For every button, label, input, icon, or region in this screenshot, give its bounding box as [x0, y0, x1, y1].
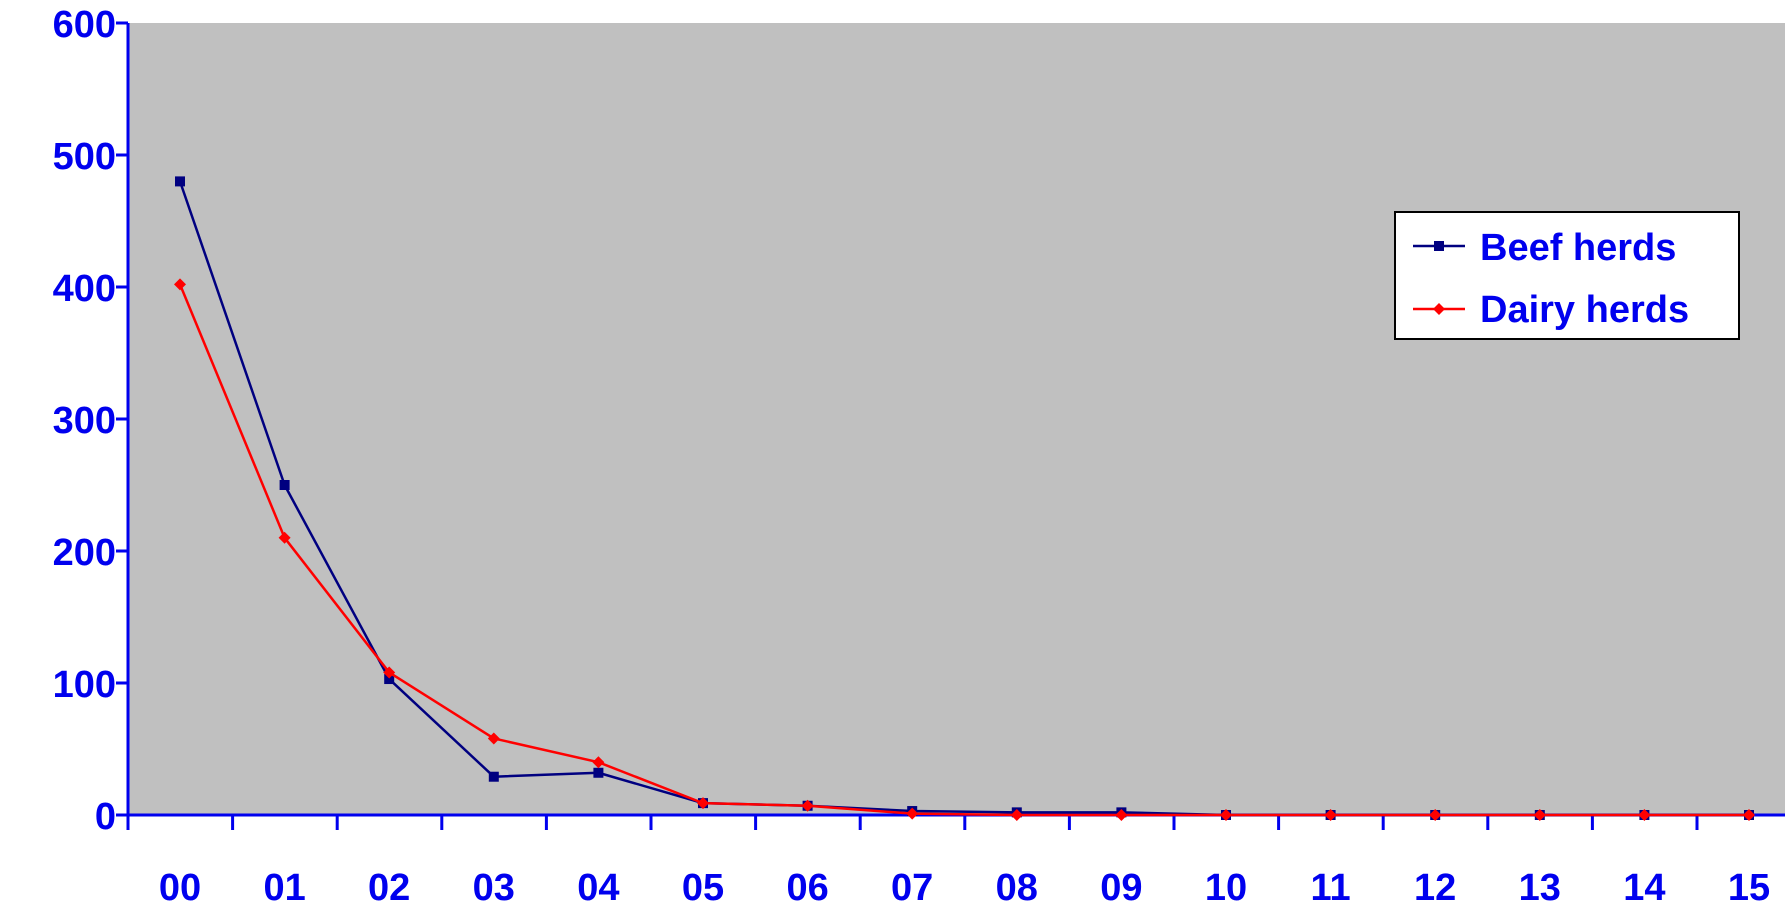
- series-layer: [174, 176, 1755, 821]
- x-tick-label: 12: [1414, 867, 1456, 908]
- x-tick-label: 13: [1519, 867, 1561, 908]
- legend-marker-beef: [1434, 241, 1444, 251]
- data-point-dairy-herds: [487, 732, 500, 745]
- data-point-dairy-herds: [1429, 809, 1442, 821]
- x-tick-label: 10: [1205, 867, 1247, 908]
- data-point-dairy-herds: [697, 797, 709, 810]
- x-tick-label: 05: [682, 867, 724, 908]
- x-tick-label: 01: [263, 867, 305, 908]
- series-line-dairy-herds: [178, 283, 1749, 817]
- data-point-dairy-herds: [1743, 809, 1755, 821]
- y-tick-label: 500: [53, 136, 116, 178]
- x-tick-label: 03: [473, 867, 515, 908]
- x-tick-label: 08: [996, 867, 1038, 908]
- data-point-dairy-herds: [1638, 809, 1651, 821]
- x-tick-label: 02: [368, 867, 410, 908]
- legend: Beef herds Dairy herds: [1394, 211, 1740, 340]
- legend-box: [1394, 211, 1740, 340]
- y-tick-label: 200: [53, 532, 116, 574]
- x-axis: 00 01 02 03 04 05 06 07 08 09 10 11 12 13 14 15: [126, 813, 1785, 908]
- x-tick-label: 06: [786, 867, 828, 908]
- data-point-dairy-herds: [906, 807, 919, 820]
- data-point-dairy-herds: [174, 278, 186, 291]
- data-point-dairy-herds: [278, 531, 291, 544]
- y-tick-label: 600: [53, 4, 116, 46]
- legend-label-dairy: Dairy herds: [1480, 289, 1689, 331]
- x-tick-label: 11: [1311, 867, 1351, 908]
- data-point-dairy-herds: [801, 799, 814, 812]
- x-tick-label: 14: [1623, 867, 1665, 908]
- data-point-dairy-herds: [1115, 809, 1128, 821]
- y-tick-label: 400: [53, 268, 116, 310]
- legend-marker-dairy: [1433, 303, 1445, 315]
- data-point-dairy-herds: [1533, 809, 1546, 821]
- y-tick-label: 300: [53, 400, 116, 442]
- data-point-beef-herds: [384, 674, 395, 685]
- x-tick-label: 09: [1100, 867, 1142, 908]
- data-point-dairy-herds: [1010, 809, 1023, 821]
- data-point-dairy-herds: [1220, 809, 1232, 821]
- x-tick-label: 15: [1728, 867, 1770, 908]
- x-tick-label: 04: [577, 867, 619, 908]
- data-point-beef-herds: [593, 767, 604, 778]
- data-point-dairy-herds: [1324, 809, 1337, 821]
- y-axis: 0 100 200 300 400 500 600: [53, 4, 130, 838]
- x-tick-label: 00: [159, 867, 201, 908]
- plot-area: [128, 23, 1785, 815]
- y-tick-label: 100: [53, 664, 116, 706]
- y-tick-label: 0: [95, 796, 116, 838]
- data-point-beef-herds: [279, 480, 290, 490]
- data-point-beef-herds: [175, 176, 185, 187]
- data-point-beef-herds: [488, 771, 499, 782]
- data-point-dairy-herds: [592, 756, 605, 769]
- data-point-dairy-herds: [383, 666, 396, 679]
- legend-label-beef: Beef herds: [1480, 227, 1676, 269]
- x-tick-label: 07: [891, 867, 933, 908]
